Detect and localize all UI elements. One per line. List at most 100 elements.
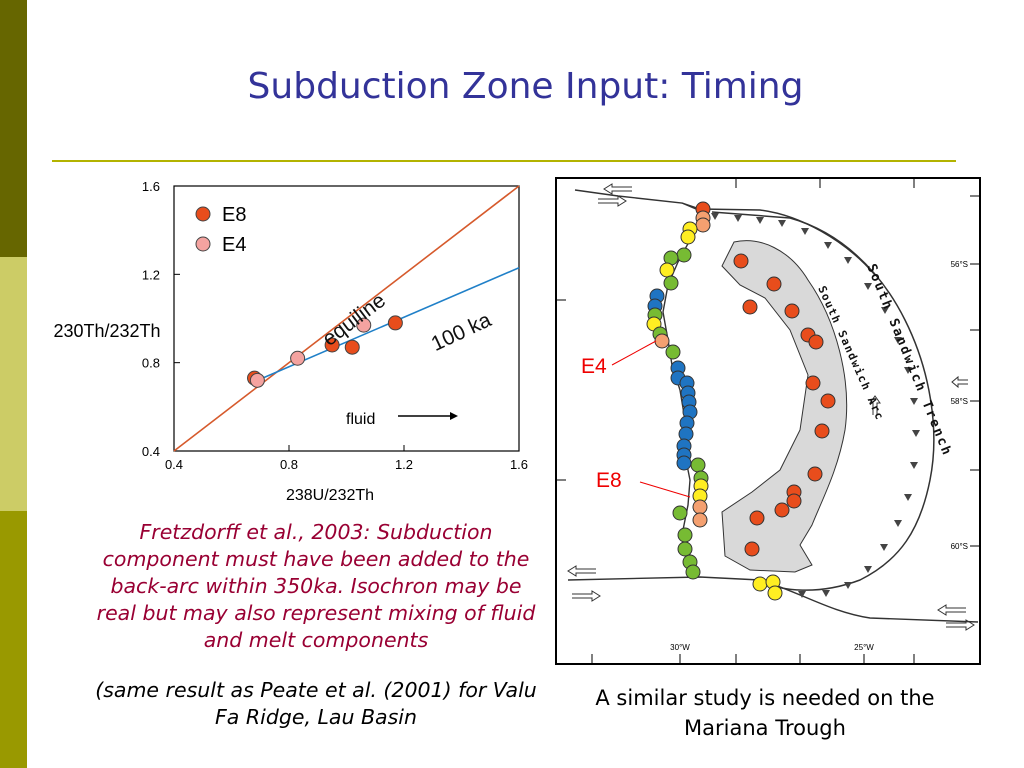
- trench-tooth: [912, 430, 920, 437]
- sample-dot: [672, 505, 688, 521]
- trench-tooth: [904, 367, 912, 374]
- arc-sample-dot: [805, 375, 821, 391]
- sample-dot: [654, 333, 670, 349]
- map-ticks: 56°S 58°S 60°S 30°W 25°W: [556, 178, 980, 664]
- lat-tick-label: 60°S: [951, 542, 968, 551]
- y-tick-label: 1.6: [142, 179, 160, 194]
- label-e4: E4: [581, 355, 607, 378]
- y-tick-label: 0.4: [142, 444, 160, 459]
- sample-dot: [690, 457, 706, 473]
- arrow-icon: [946, 619, 975, 631]
- title-divider: [52, 160, 956, 162]
- point-group: [247, 315, 403, 388]
- lat-tick-label: 58°S: [951, 397, 968, 406]
- trench-tooth: [711, 213, 719, 220]
- trench-tooth: [756, 217, 764, 224]
- sample-dot: [665, 344, 681, 360]
- lat-tick-label: 56°S: [951, 260, 968, 269]
- data-point-e4: [356, 317, 372, 333]
- trench-tooth: [844, 582, 852, 589]
- sample-dot: [677, 527, 693, 543]
- trench-tooth: [778, 220, 786, 227]
- side-band-light: [0, 257, 27, 511]
- sample-dot: [659, 262, 675, 278]
- fluid-arrow: [398, 412, 458, 420]
- trench-tooth: [880, 544, 888, 551]
- trench-tooth: [894, 520, 902, 527]
- trench-tooth: [824, 242, 832, 249]
- y-axis-label: 230Th/232Th: [53, 321, 160, 341]
- side-band-dark: [0, 0, 27, 257]
- figure-caption: Fretzdorff et al., 2003: Subduction comp…: [96, 520, 536, 652]
- data-point-e8: [324, 337, 340, 353]
- legend-label: E4: [222, 234, 246, 256]
- x-axis-label: 238U/232Th: [286, 487, 374, 504]
- leader-e8: [639, 481, 691, 498]
- sample-dot: [692, 499, 708, 515]
- arc-sample-dot: [786, 493, 802, 509]
- trench-tooth: [881, 307, 889, 314]
- trench-tooth: [910, 462, 918, 469]
- trench-tooth: [904, 494, 912, 501]
- arc-sample-dot: [784, 303, 800, 319]
- arc-sample-dot: [808, 334, 824, 350]
- trench-teeth: [711, 213, 920, 598]
- arrow-icon: [937, 604, 966, 616]
- sample-dot: [767, 585, 783, 601]
- sample-dot: [677, 541, 693, 557]
- trench-tooth: [844, 257, 852, 264]
- arrow-icon: [567, 565, 596, 577]
- arrow-icon: [603, 183, 632, 195]
- lon-tick-label: 30°W: [670, 643, 690, 652]
- slide-title: Subduction Zone Input: Timing: [247, 66, 804, 107]
- arc-platform: [721, 240, 848, 573]
- y-tick-label: 0.8: [142, 356, 160, 371]
- sample-dot: [685, 564, 701, 580]
- motion-arrows: [567, 183, 975, 631]
- trench-tooth: [822, 590, 830, 597]
- sample-dots: [646, 201, 836, 601]
- reference-note: (same result as Peate et al. (2001) for …: [95, 678, 537, 729]
- arc-sample-dot: [814, 423, 830, 439]
- arrow-icon: [869, 395, 881, 415]
- y-tick-label: 1.2: [142, 267, 160, 282]
- x-tick-label: 1.2: [395, 457, 413, 472]
- arc-sample-dot: [749, 510, 765, 526]
- arc-sample-dot: [820, 393, 836, 409]
- trench-tooth: [798, 591, 806, 598]
- legend-swatch: [195, 206, 211, 222]
- side-band-mid: [0, 511, 27, 768]
- map-caption: A similar study is needed on the Mariana…: [595, 686, 935, 740]
- x-tick-label: 1.6: [510, 457, 528, 472]
- legend-swatch: [195, 236, 211, 252]
- legend-label: E8: [222, 204, 246, 226]
- equiline-line: [173, 185, 520, 452]
- trench-tooth: [894, 337, 902, 344]
- trench-tooth: [734, 215, 742, 222]
- data-point-e4: [249, 372, 265, 388]
- sample-dot: [752, 576, 768, 592]
- arc-sample-dot: [766, 276, 782, 292]
- arc-sample-dot: [744, 541, 760, 557]
- arrow-icon: [572, 590, 601, 602]
- label-e8: E8: [596, 469, 622, 492]
- arc-sample-dot: [774, 502, 790, 518]
- sample-dot: [692, 512, 708, 528]
- fluid-label: fluid: [346, 411, 375, 428]
- arc-sample-dot: [807, 466, 823, 482]
- data-point-e8: [387, 315, 403, 331]
- trench-line: [711, 211, 935, 591]
- sample-dot: [676, 455, 692, 471]
- tick-group: 0.4 0.8 1.2 1.6 0.4 0.8 1.2 1.6: [142, 179, 528, 472]
- lon-tick-label: 25°W: [854, 643, 874, 652]
- sample-dot: [680, 229, 696, 245]
- sample-dot: [676, 247, 692, 263]
- leader-e4: [611, 340, 657, 366]
- trench-tooth: [864, 283, 872, 290]
- trench-tooth: [864, 566, 872, 573]
- arc-sample-dot: [742, 299, 758, 315]
- trench-tooth: [910, 398, 918, 405]
